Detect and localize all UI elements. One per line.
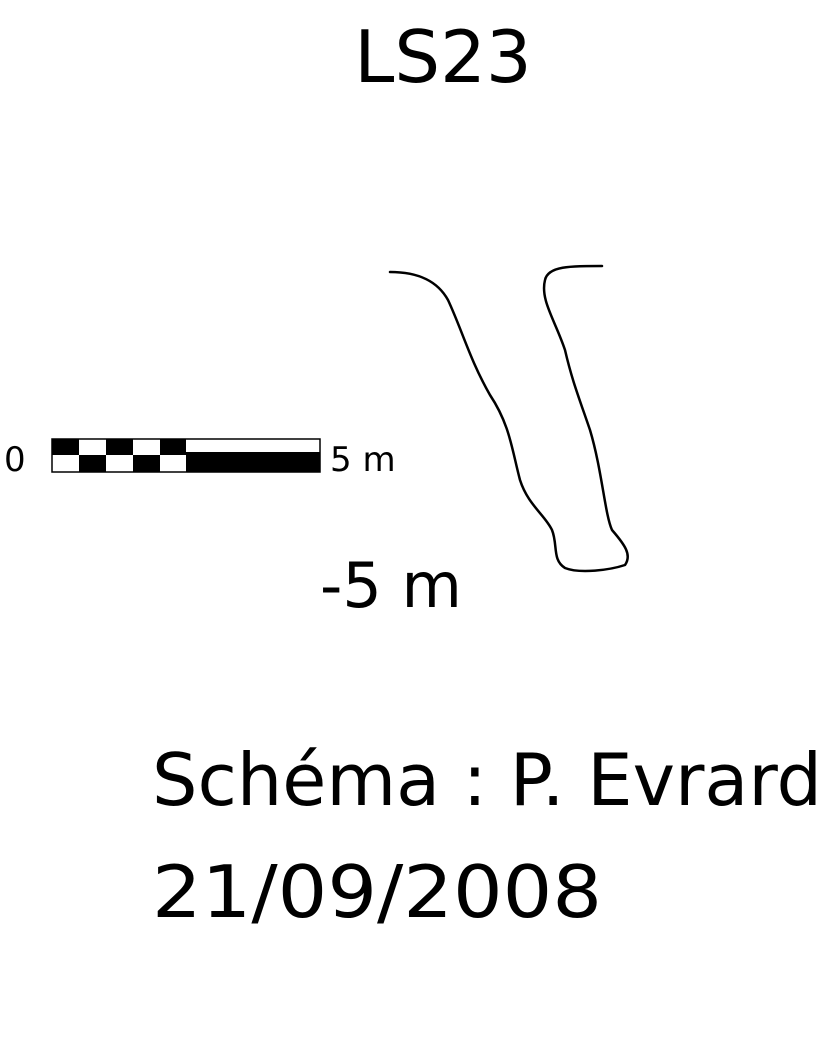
scale-cell (52, 439, 79, 455)
date: 21/09/2008 (152, 850, 602, 934)
scale-cell (79, 455, 106, 472)
scale-bar: 0 5 m (4, 438, 396, 480)
credit: Schéma : P. Evrard (152, 738, 822, 822)
scale-start-label: 0 (4, 440, 26, 480)
scale-cell (160, 439, 186, 455)
scale-cell (186, 452, 320, 472)
title: LS23 (354, 15, 531, 99)
scale-cell (106, 439, 133, 455)
depth-label: -5 m (320, 549, 462, 622)
cave-outline (388, 264, 629, 573)
scale-end-label: 5 m (330, 440, 396, 480)
scale-cell (133, 455, 160, 472)
